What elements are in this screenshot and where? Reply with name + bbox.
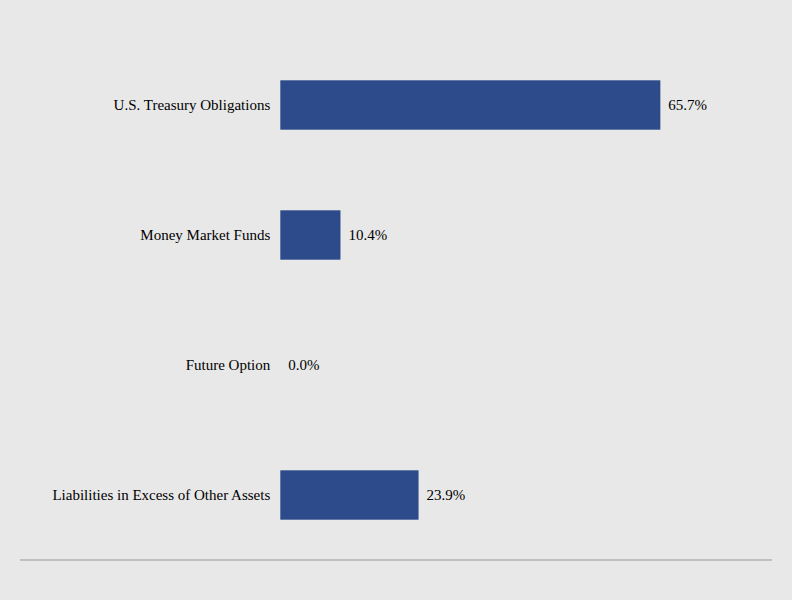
bar <box>280 470 418 519</box>
data-label: 23.9% <box>427 487 466 503</box>
category-label: Money Market Funds <box>140 227 270 243</box>
x-axis-line <box>20 560 772 561</box>
data-label: 65.7% <box>668 97 707 113</box>
data-label: 10.4% <box>348 227 387 243</box>
bar <box>280 210 340 259</box>
category-label: U.S. Treasury Obligations <box>114 97 271 113</box>
bar <box>280 340 281 389</box>
chart-container: U.S. Treasury Obligations 65.7% Money Mark… <box>0 0 792 600</box>
bars <box>280 80 660 519</box>
data-label: 0.0% <box>288 357 319 373</box>
category-label: Liabilities in Excess of Other Assets <box>52 487 270 503</box>
chart: U.S. Treasury Obligations 65.7% Money Mark… <box>0 0 792 600</box>
bar <box>280 80 660 129</box>
background <box>0 0 792 600</box>
category-label: Future Option <box>186 357 271 373</box>
